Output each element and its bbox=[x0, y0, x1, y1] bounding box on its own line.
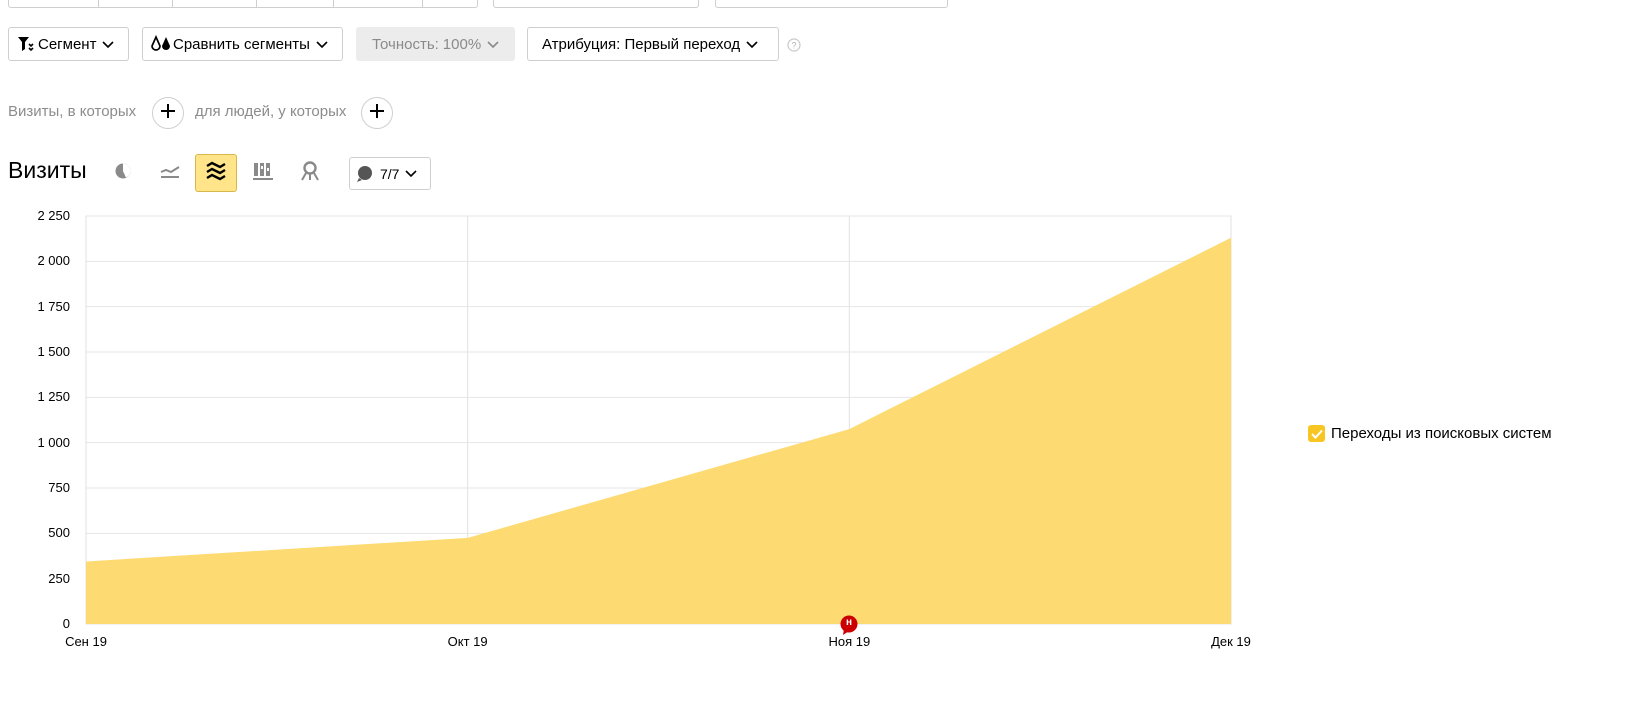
add-people-condition-button[interactable] bbox=[361, 97, 393, 129]
segment-label: Сегмент bbox=[38, 35, 97, 53]
top-select-fragment[interactable] bbox=[493, 0, 699, 8]
visits-condition-hint: Визиты, в которых bbox=[8, 103, 137, 120]
chart-type-area-button[interactable] bbox=[195, 154, 237, 192]
y-tick-label: 2 250 bbox=[37, 208, 70, 223]
top-button-divider bbox=[256, 0, 257, 8]
filter-icon bbox=[17, 36, 35, 52]
map-pin-icon bbox=[301, 160, 319, 186]
legend-label: Переходы из поисковых систем bbox=[1331, 425, 1552, 442]
chevron-down-icon bbox=[102, 36, 115, 53]
y-tick-label: 500 bbox=[48, 525, 70, 541]
x-tick-label: Сен 19 bbox=[65, 634, 107, 649]
bar-chart-icon bbox=[253, 162, 273, 185]
top-button-fragment[interactable] bbox=[8, 0, 478, 8]
annotations-count: 7/7 bbox=[380, 165, 400, 182]
svg-text:?: ? bbox=[791, 41, 796, 51]
y-tick-label: 1 000 bbox=[37, 434, 70, 450]
event-marker-label: н bbox=[845, 617, 853, 628]
comment-icon bbox=[356, 165, 374, 183]
y-tick-label: 250 bbox=[48, 570, 70, 586]
top-button-divider bbox=[333, 0, 334, 8]
top-select-fragment[interactable] bbox=[715, 0, 948, 8]
people-condition-hint: для людей, у которых bbox=[195, 103, 347, 120]
attribution-label: Атрибуция: Первый переход bbox=[542, 35, 741, 53]
chevron-down-icon bbox=[316, 36, 328, 53]
y-tick-label: 2 000 bbox=[37, 253, 70, 269]
x-tick-label: Ноя 19 bbox=[828, 634, 871, 649]
y-tick-label: 1 750 bbox=[37, 298, 70, 314]
add-visit-condition-button[interactable] bbox=[152, 97, 184, 129]
stacked-area-icon bbox=[206, 161, 226, 186]
accuracy-select[interactable]: Точность: 100% bbox=[356, 27, 515, 61]
y-tick-label: 1 500 bbox=[37, 344, 70, 359]
series-area bbox=[86, 237, 1231, 624]
chevron-down-icon bbox=[746, 36, 758, 53]
accuracy-label: Точность: bbox=[372, 35, 439, 53]
y-tick-label: 0 bbox=[62, 616, 70, 631]
chart-type-pie-button[interactable] bbox=[102, 154, 144, 192]
legend-checkbox[interactable] bbox=[1308, 425, 1325, 442]
legend-item[interactable]: Переходы из поисковых систем bbox=[1308, 425, 1552, 442]
segment-button[interactable]: Сегмент bbox=[8, 27, 129, 61]
chart-type-bar-button[interactable] bbox=[242, 154, 284, 192]
x-tick-label: Дек 19 bbox=[1211, 634, 1251, 649]
accuracy-value: 100% bbox=[442, 35, 482, 53]
top-button-divider bbox=[98, 0, 99, 8]
chart-type-map-button[interactable] bbox=[289, 154, 331, 192]
chart-type-line-button[interactable] bbox=[149, 154, 191, 192]
attribution-select[interactable]: Атрибуция: Первый переход bbox=[527, 27, 779, 61]
chart-title: Визиты bbox=[8, 157, 87, 183]
plus-icon bbox=[161, 103, 175, 123]
y-tick-label: 1 250 bbox=[37, 389, 70, 405]
compare-label: Сравнить сегменты bbox=[173, 35, 310, 53]
plus-icon bbox=[370, 103, 384, 123]
x-tick-label: Окт 19 bbox=[447, 634, 488, 649]
compare-segments-button[interactable]: Сравнить сегменты bbox=[142, 27, 343, 61]
event-marker[interactable]: н bbox=[840, 615, 858, 635]
pie-chart-icon bbox=[114, 162, 132, 185]
chevron-down-icon bbox=[405, 165, 418, 182]
top-button-divider bbox=[422, 0, 423, 8]
y-tick-label: 750 bbox=[48, 480, 70, 495]
top-button-divider bbox=[172, 0, 173, 8]
chevron-down-icon bbox=[487, 36, 499, 53]
help-icon[interactable]: ? bbox=[787, 38, 801, 57]
compare-icon bbox=[151, 35, 171, 53]
line-chart-icon bbox=[160, 163, 180, 184]
annotations-button[interactable]: 7/7 bbox=[349, 157, 431, 190]
